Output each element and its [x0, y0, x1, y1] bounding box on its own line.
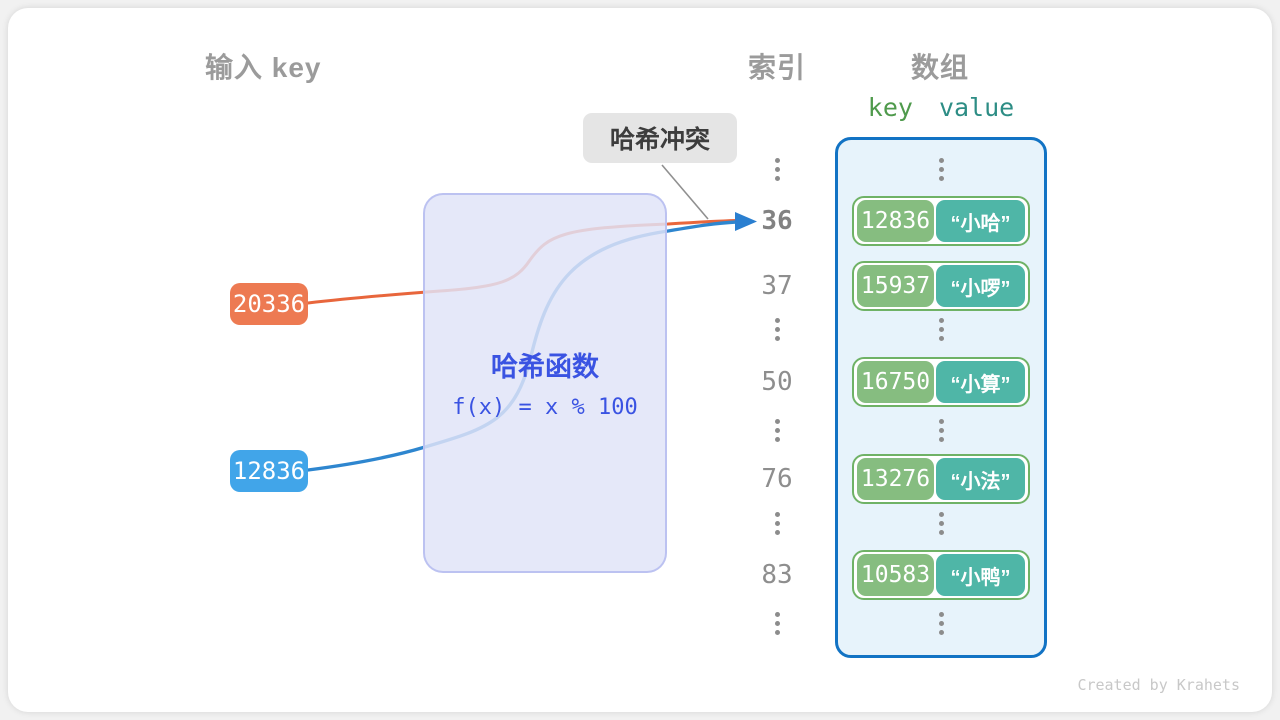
value-label: value	[938, 93, 1015, 122]
vertical-ellipsis-icon	[931, 318, 951, 341]
input-key-20336: 20336	[230, 283, 308, 325]
entry-value: “小哈”	[936, 200, 1025, 242]
index-36: 36	[761, 206, 793, 236]
array-entry: 10583 “小鸭”	[852, 550, 1030, 600]
vertical-ellipsis-icon	[767, 512, 787, 535]
array-entry: 15937 “小啰”	[852, 261, 1030, 311]
index-header: 索引	[747, 52, 806, 83]
array-entry: 13276 “小法”	[852, 454, 1030, 504]
entry-value: “小算”	[936, 361, 1025, 403]
entry-key: 13276	[857, 458, 934, 500]
index-83: 83	[761, 560, 793, 590]
array-header: 数组	[910, 52, 969, 83]
credit-text: Created by Krahets	[1077, 676, 1240, 694]
vertical-ellipsis-icon	[931, 612, 951, 635]
hash-function-box: 哈希函数 f(x) = x % 100	[423, 193, 667, 573]
array-entry: 16750 “小算”	[852, 357, 1030, 407]
entry-key: 15937	[857, 265, 934, 307]
vertical-ellipsis-icon	[767, 419, 787, 442]
hash-collision-callout: 哈希冲突	[583, 113, 737, 163]
vertical-ellipsis-icon	[767, 318, 787, 341]
vertical-ellipsis-icon	[931, 419, 951, 442]
index-76: 76	[761, 464, 793, 494]
entry-value: “小啰”	[936, 265, 1025, 307]
input-key-header: 输入 key	[205, 52, 322, 83]
vertical-ellipsis-icon	[931, 158, 951, 181]
entry-key: 16750	[857, 361, 934, 403]
hash-function-formula: f(x) = x % 100	[452, 395, 638, 420]
array-entry: 12836 “小哈”	[852, 196, 1030, 246]
hash-collision-label: 哈希冲突	[609, 126, 710, 154]
entry-value: “小鸭”	[936, 554, 1025, 596]
vertical-ellipsis-icon	[931, 512, 951, 535]
entry-key: 12836	[857, 200, 934, 242]
input-key-12836: 12836	[230, 450, 308, 492]
entry-value: “小法”	[936, 458, 1025, 500]
index-50: 50	[761, 367, 793, 397]
vertical-ellipsis-icon	[767, 612, 787, 635]
entry-key: 10583	[857, 554, 934, 596]
hash-function-title: 哈希函数	[491, 352, 599, 382]
index-37: 37	[761, 271, 793, 301]
vertical-ellipsis-icon	[767, 158, 787, 181]
key-label: key	[867, 93, 913, 122]
key-value-labels: key value	[835, 93, 1047, 122]
